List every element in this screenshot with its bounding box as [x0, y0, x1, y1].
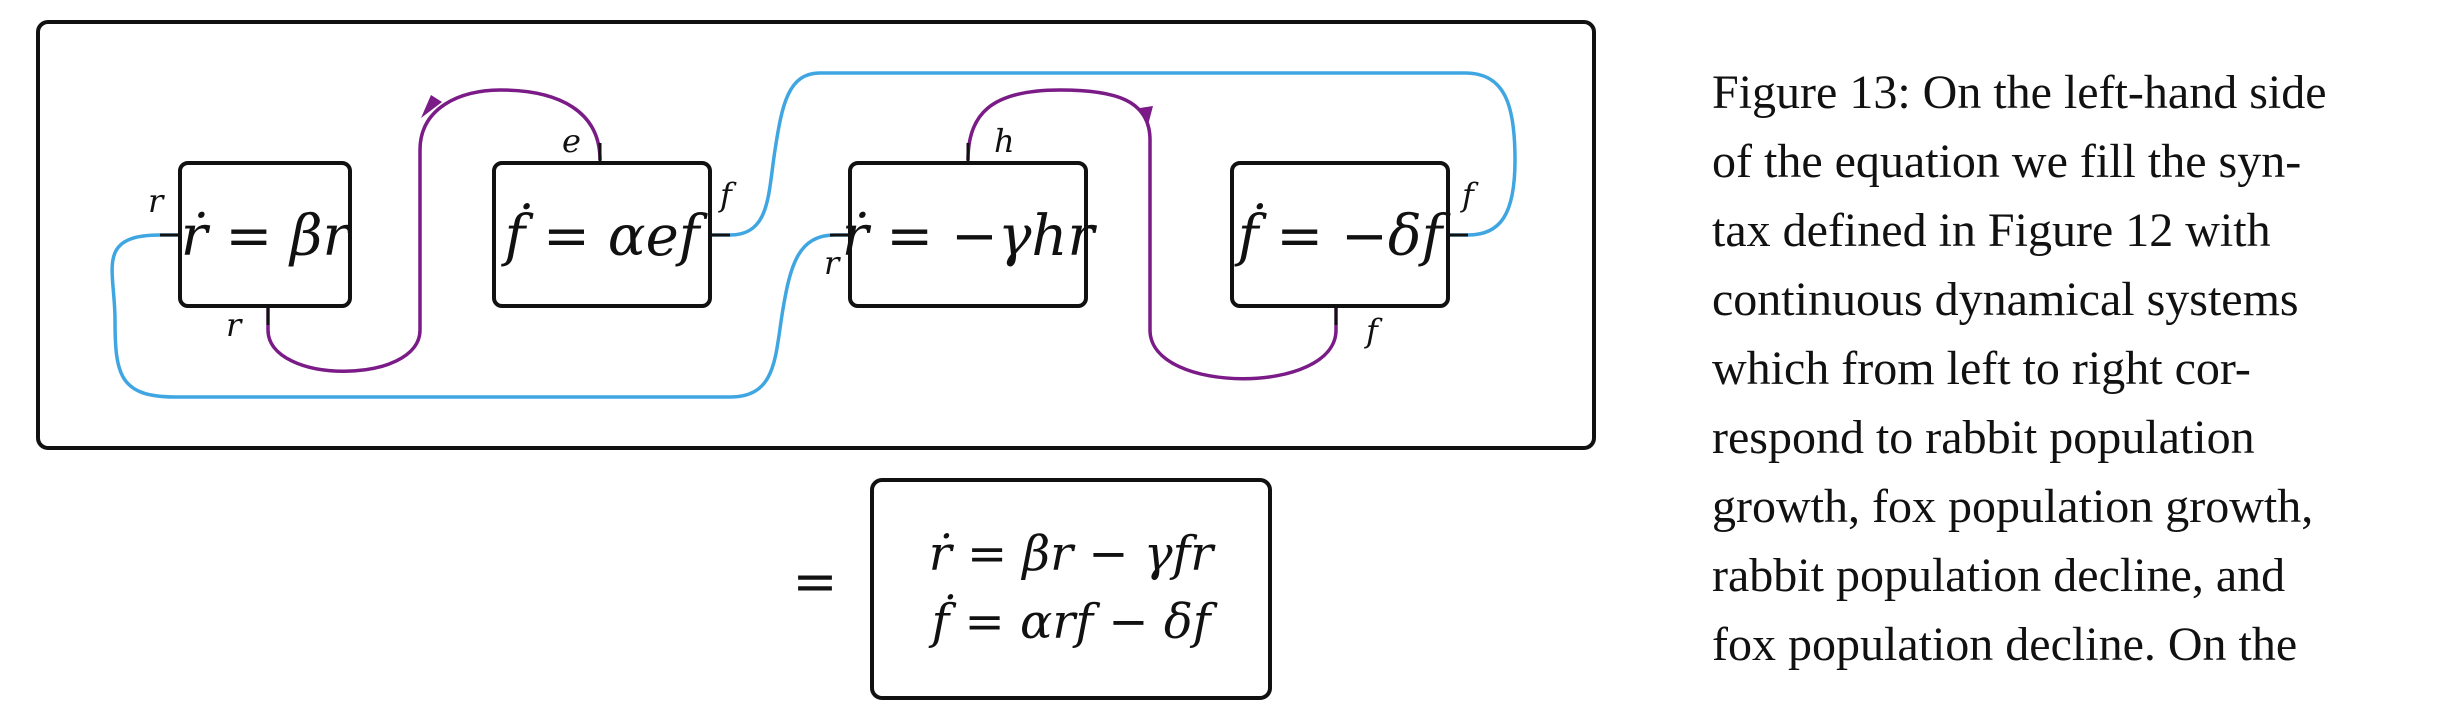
caption-line: continuous dynamical systems	[1712, 273, 2299, 326]
caption-line: which from left to right cor-	[1712, 342, 2251, 395]
port-label-rabbit-decline-out: r	[824, 244, 841, 282]
composition-diagram: ṙ = βr ḟ = αef ṙ = −γhr ḟ = −δf r r e f …	[36, 20, 1596, 700]
equation-rabbit-growth: ṙ = βr	[181, 204, 353, 269]
caption-line: Figure 13: On the left-hand side	[1712, 66, 2327, 119]
fox-wire	[710, 71, 1517, 237]
caption-line: tax defined in Figure 12 with	[1712, 204, 2271, 257]
box-rabbit-growth	[178, 161, 352, 308]
outer-frame	[36, 20, 1596, 450]
caption-line: fox population decline. On the	[1712, 618, 2298, 671]
port-label-fox-growth-in: e	[562, 122, 581, 160]
caption-line: of the equation we fill the syn-	[1712, 135, 2302, 188]
port-label-fox-growth-out: f	[718, 176, 737, 214]
port-label-fox-decline-out: f	[1460, 176, 1479, 214]
e-wire	[266, 88, 602, 373]
equation-fox-growth: ḟ = αef	[501, 203, 709, 269]
port-label-rabbit-growth-in: r	[148, 182, 165, 220]
result-equation-fox: ḟ = αrf − δf	[928, 593, 1217, 650]
caption-line: growth, fox population growth,	[1712, 480, 2314, 533]
e-wire-arrow	[421, 95, 442, 118]
port-label-rabbit-decline-in: h	[994, 122, 1015, 160]
equals-sign: =	[792, 550, 837, 613]
port-label-rabbit-growth-out: r	[226, 306, 243, 344]
box-fox-decline	[1230, 161, 1450, 308]
box-fox-growth	[492, 161, 712, 308]
equation-rabbit-decline: ṙ = −γhr	[842, 204, 1098, 269]
box-rabbit-decline	[848, 161, 1088, 308]
port-label-fox-decline-in: f	[1364, 312, 1383, 350]
result-equation-rabbit: ṙ = βr − γfr	[929, 526, 1217, 582]
rabbit-wire	[110, 233, 850, 399]
h-wire-arrow	[1140, 106, 1153, 125]
equation-fox-decline: ḟ = −δf	[1234, 203, 1452, 269]
result-box	[870, 478, 1272, 700]
caption-line: respond to rabbit population	[1712, 411, 2255, 464]
figure-caption: Figure 13: On the left-hand side of the …	[1712, 58, 2432, 679]
caption-line: rabbit population decline, and	[1712, 549, 2286, 602]
